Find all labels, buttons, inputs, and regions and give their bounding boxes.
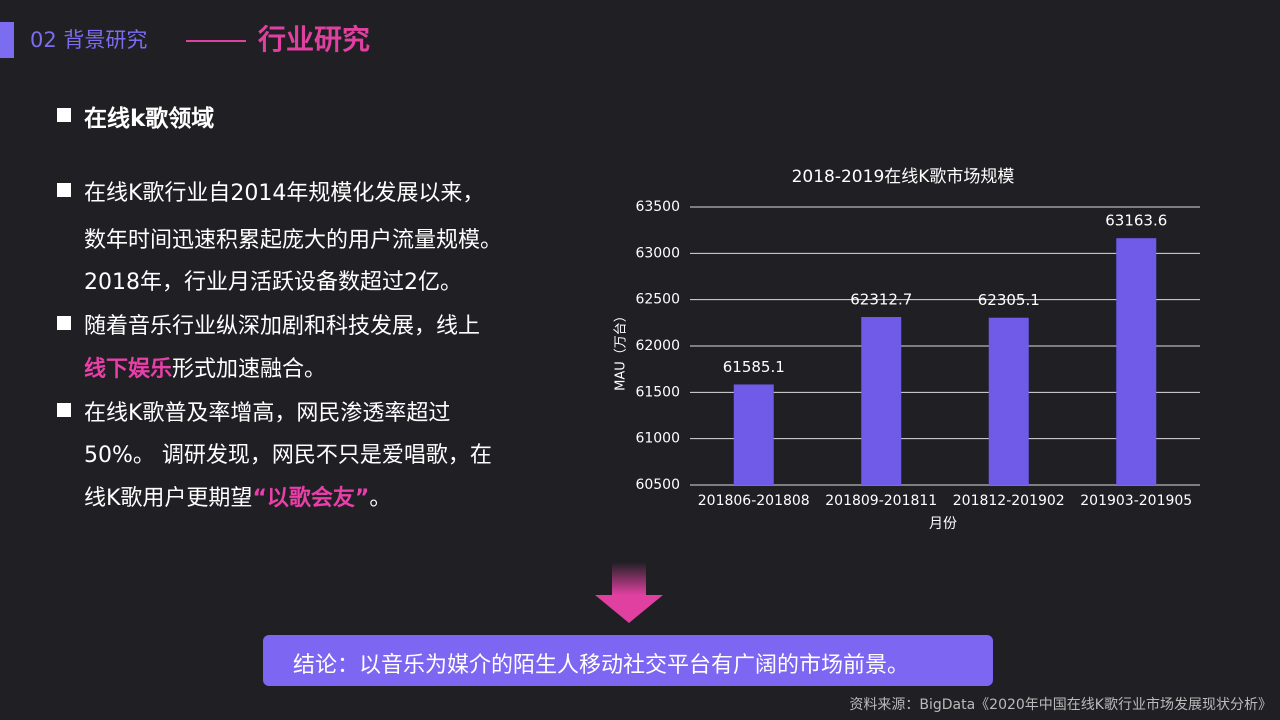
bar [733, 384, 774, 485]
bar [861, 317, 902, 485]
bullet-line: 随着音乐行业纵深加剧和科技发展，线上 [84, 308, 480, 340]
bullet-square [57, 108, 71, 122]
page-title: 行业研究 [258, 23, 371, 56]
text: 在线K歌普及率增高，网民渗透率超过 [84, 401, 451, 426]
text: 线K歌用户更期望 [84, 486, 253, 511]
bullet-line: 在线K歌普及率增高，网民渗透率超过 [84, 395, 450, 427]
value-label: 61585.1 [723, 358, 785, 376]
text: 2018年，行业月活跃设备数超过2亿。 [84, 270, 462, 295]
bullet-line: 50%。 调研发现，网民不只是爱唱歌，在 [84, 437, 492, 469]
conclusion: 结论：以音乐为媒介的陌生人移动社交平台有广阔的市场前景。 [293, 653, 910, 678]
y-tick-label: 60500 [635, 477, 680, 493]
x-tick-label: 201812-201902 [953, 493, 1065, 509]
bullet-line: 2018年，行业月活跃设备数超过2亿。 [84, 264, 462, 296]
y-tick-label: 61000 [635, 431, 680, 447]
conclusion-box [263, 635, 993, 686]
y-tick-label: 62500 [635, 292, 680, 308]
y-tick-label: 63000 [635, 245, 680, 261]
text: 在线K歌行业自2014年规模化发展以来， [84, 181, 485, 206]
bar [1116, 238, 1157, 485]
text: 。 [369, 486, 392, 511]
x-tick-label: 201806-201808 [698, 493, 810, 509]
bullet-line: 线下娱乐形式加速融合。 [84, 351, 326, 383]
chart: 2018-2019在线K歌市场规模 月份 MAU（万台） 60500 61000 6… [614, 167, 1200, 532]
text: 数年时间迅速积累起庞大的用户流量规模。 [84, 228, 503, 253]
text: 50%。 调研发现，网民不只是爱唱歌，在 [84, 443, 492, 468]
section-label: 02 背景研究 [30, 28, 148, 52]
bullet-square [57, 403, 71, 417]
bullet-line: 线K歌用户更期望“以歌会友”。 [84, 480, 391, 512]
emphasis-text: “以歌会友” [252, 486, 370, 511]
bullet-line: 在线K歌行业自2014年规模化发展以来， [84, 175, 484, 207]
heading: 在线k歌领域 [84, 106, 215, 132]
emphasis-text: 线下娱乐 [84, 357, 173, 382]
y-tick-label: 61500 [635, 384, 680, 400]
y-tick-label: 63500 [635, 199, 680, 215]
y-axis-label: MAU（万台） [614, 309, 629, 391]
y-tick-label: 62000 [635, 338, 680, 354]
arrow [595, 562, 663, 623]
bullet-square [57, 183, 71, 197]
x-tick-label: 201809-201811 [825, 493, 937, 509]
source-note: 资料来源：BigData《2020年中国在线K歌行业市场发展现状分析》 [849, 697, 1272, 713]
text: 随着音乐行业纵深加剧和科技发展，线上 [84, 314, 481, 339]
value-label: 62305.1 [978, 291, 1040, 309]
accent-bar [0, 22, 14, 58]
bar [988, 317, 1029, 485]
value-label: 63163.6 [1105, 212, 1167, 230]
bullet-square [57, 316, 71, 330]
value-label: 62312.7 [850, 291, 912, 309]
divider [186, 40, 246, 42]
text: 形式加速融合。 [172, 357, 327, 382]
x-axis-label: 月份 [929, 516, 957, 532]
bullet-line: 数年时间迅速积累起庞大的用户流量规模。 [84, 222, 502, 254]
x-tick-label: 201903-201905 [1080, 493, 1192, 509]
chart-title: 2018-2019在线K歌市场规模 [792, 167, 1015, 187]
